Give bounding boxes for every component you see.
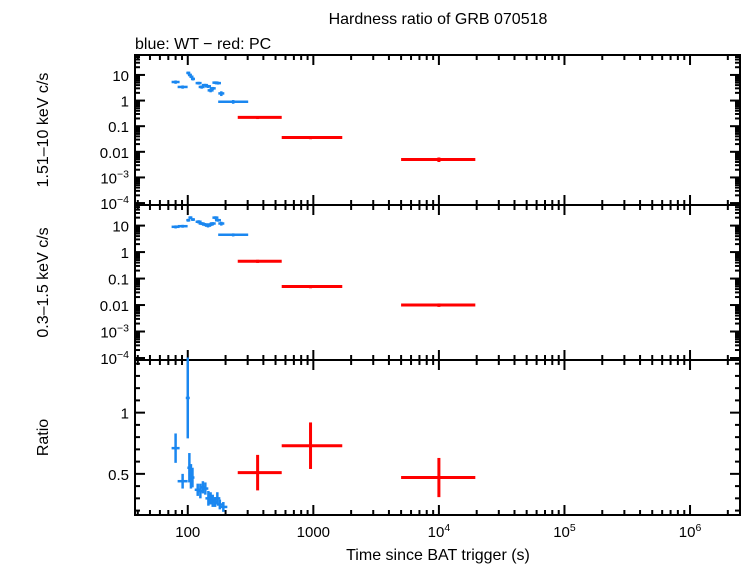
- y-tick-label-exp: −3: [117, 168, 129, 180]
- data-point-wt: [171, 80, 180, 84]
- data-point-wt: [177, 473, 188, 489]
- y-tick-label: 0.01: [100, 145, 129, 162]
- y-tick-label-base: 10: [100, 351, 117, 368]
- y-tick-label-exp: −4: [117, 194, 129, 206]
- data-point-pc: [237, 259, 282, 263]
- y-tick-label: 0.1: [108, 119, 129, 136]
- y-tick-label: 10: [112, 68, 129, 85]
- x-tick-label: 100: [175, 524, 200, 541]
- panel-frame-1: [134, 204, 741, 361]
- y-tick-label-exp: −3: [117, 323, 129, 335]
- data-point-wt: [209, 86, 216, 90]
- data-point-wt: [195, 220, 202, 224]
- y-tick-label: 1: [121, 245, 129, 262]
- x-tick-label-exp: 4: [444, 522, 450, 534]
- y-tick-label-base: 10: [112, 219, 129, 236]
- data-point-wt: [218, 233, 249, 237]
- data-point-wt: [214, 492, 221, 505]
- data-point-wt: [190, 467, 195, 488]
- x-tick-label-base: 10: [428, 524, 445, 541]
- chart-title: Hardness ratio of GRB 070518: [329, 11, 548, 28]
- data-point-wt: [190, 218, 195, 221]
- y-tick-label: 10: [112, 219, 129, 236]
- x-axis-label: Time since BAT trigger (s): [346, 547, 530, 564]
- data-point-wt: [218, 221, 225, 226]
- y-tick-label: 10−4: [100, 349, 129, 368]
- panel-frame-0: [134, 54, 741, 206]
- y-axis-label-0: 1.51–10 keV c/s: [35, 73, 52, 188]
- y-tick-label: 1: [121, 406, 129, 423]
- y-tick-label-base: 0.01: [100, 145, 129, 162]
- y-tick-label: 10−3: [100, 168, 129, 187]
- data-point-pc: [281, 136, 343, 140]
- x-tick-label-base: 1000: [297, 524, 330, 541]
- y-tick-label-base: 10: [100, 325, 117, 342]
- data-point-wt: [195, 81, 202, 85]
- data-point-wt: [171, 433, 180, 463]
- data-point-wt: [188, 216, 193, 220]
- data-point-wt: [209, 222, 216, 226]
- data-point-wt: [177, 85, 188, 89]
- data-point-wt: [212, 216, 219, 220]
- y-tick-label-base: 1: [121, 406, 129, 423]
- y-tick-label: 0.5: [108, 467, 129, 484]
- y-tick-label: 1: [121, 94, 129, 111]
- data-point-wt: [202, 482, 209, 495]
- data-point-pc: [401, 157, 476, 163]
- chart-subtitle: blue: WT − red: PC: [135, 36, 271, 53]
- y-tick-label-exp: −4: [117, 349, 129, 361]
- data-point-wt: [177, 224, 188, 228]
- data-point-wt: [218, 100, 249, 104]
- y-tick-label-base: 0.5: [108, 467, 129, 484]
- data-point-pc: [237, 454, 282, 491]
- y-tick-label-base: 0.1: [108, 272, 129, 289]
- data-point-pc: [281, 422, 343, 469]
- x-tick-label: 104: [428, 522, 451, 541]
- data-point-pc: [281, 285, 343, 289]
- data-point-pc: [401, 457, 476, 498]
- y-tick-label: 0.01: [100, 298, 129, 315]
- data-point-wt: [190, 77, 195, 81]
- y-tick-label-base: 0.01: [100, 298, 129, 315]
- y-tick-label-base: 0.1: [108, 119, 129, 136]
- data-point-wt: [198, 85, 205, 89]
- x-tick-label-exp: 5: [570, 522, 576, 534]
- x-tick-label: 1000: [297, 524, 330, 541]
- y-tick-label-base: 1: [121, 245, 129, 262]
- data-point-pc: [237, 115, 282, 120]
- x-tick-label-base: 10: [553, 524, 570, 541]
- y-tick-label: 10−3: [100, 323, 129, 342]
- y-tick-label-base: 10: [100, 170, 117, 187]
- y-tick-label: 10−4: [100, 194, 129, 213]
- data-point-wt: [218, 91, 225, 97]
- data-point-wt: [214, 81, 221, 85]
- y-axis-label-2: Ratio: [35, 419, 52, 456]
- x-tick-label-base: 100: [175, 524, 200, 541]
- y-axis-label-1: 0.3–1.5 keV c/s: [35, 227, 52, 337]
- data-point-wt: [186, 218, 191, 222]
- x-tick-label: 106: [679, 522, 702, 541]
- data-point-wt: [205, 84, 212, 88]
- y-tick-label-base: 10: [100, 196, 117, 213]
- data-point-wt: [185, 357, 190, 439]
- data-point-wt: [214, 218, 221, 222]
- y-tick-label-base: 10: [112, 68, 129, 85]
- y-tick-label-base: 1: [121, 94, 129, 111]
- x-tick-label-base: 10: [679, 524, 696, 541]
- x-tick-label: 105: [553, 522, 576, 541]
- x-tick-label-exp: 6: [695, 522, 701, 534]
- data-point-wt: [219, 502, 228, 512]
- y-tick-label: 0.1: [108, 272, 129, 289]
- data-point-pc: [401, 303, 476, 307]
